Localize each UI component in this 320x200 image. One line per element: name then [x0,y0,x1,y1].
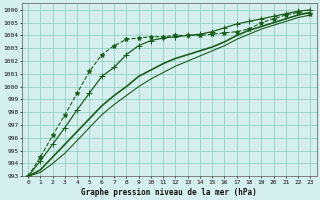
X-axis label: Graphe pression niveau de la mer (hPa): Graphe pression niveau de la mer (hPa) [81,188,257,197]
